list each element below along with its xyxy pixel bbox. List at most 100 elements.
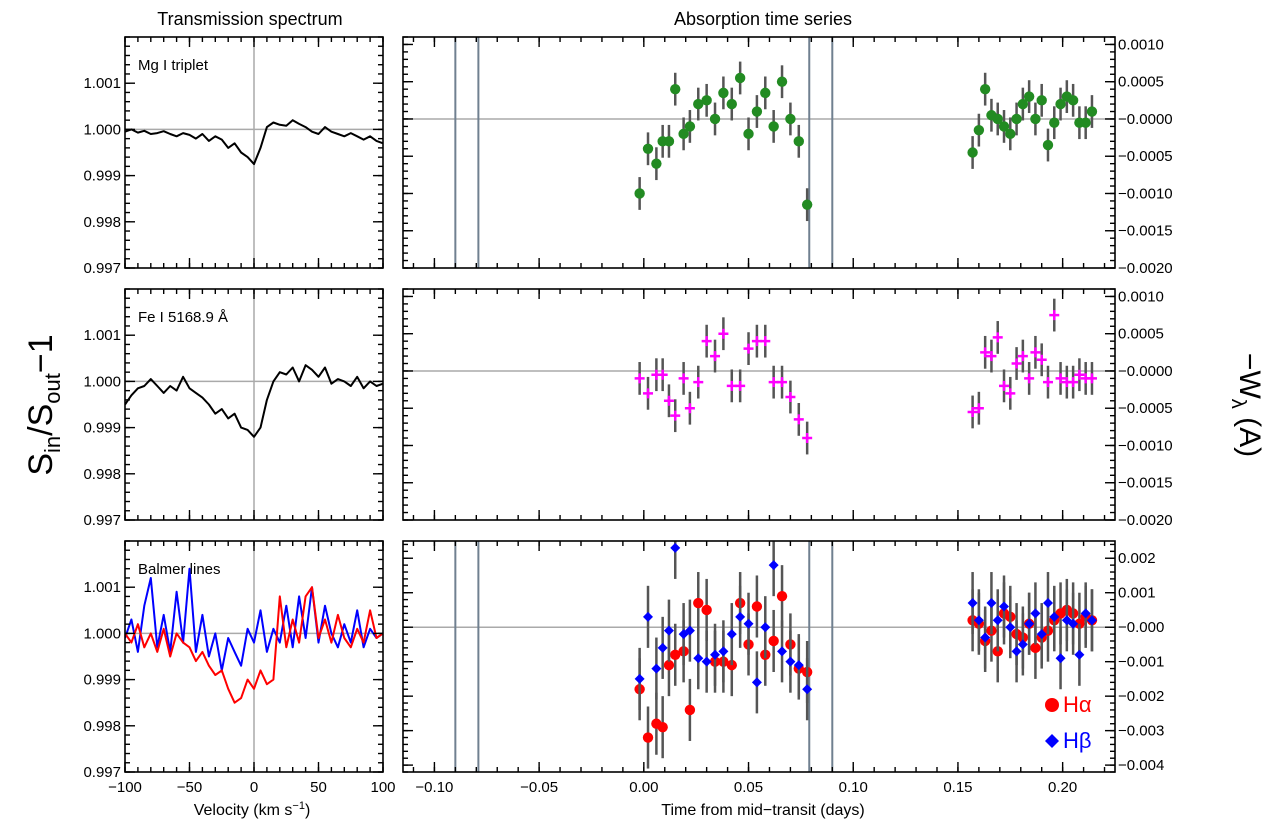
data-point (760, 87, 771, 99)
data-point (986, 598, 997, 609)
data-point (657, 721, 668, 733)
data-point (1017, 351, 1028, 362)
data-point (793, 414, 804, 425)
y-tick-label: −0.0020 (1118, 260, 1173, 277)
data-point (663, 136, 675, 147)
data-point (1042, 377, 1053, 388)
data-point (1055, 373, 1066, 384)
y-tick-label: 0.999 (83, 672, 121, 689)
data-point (663, 659, 675, 671)
x-tick-label: −0.10 (415, 779, 453, 796)
data-point (768, 377, 779, 388)
data-point (684, 704, 696, 716)
data-point (751, 336, 762, 347)
y-tick-label: 1.001 (83, 75, 121, 92)
data-point (1042, 139, 1054, 151)
data-point (670, 410, 681, 421)
data-point (1042, 598, 1053, 609)
panel-label: Mg I triplet (138, 57, 209, 74)
data-point (701, 656, 712, 667)
left-x-label-main: Velocity (km s (194, 802, 293, 819)
data-point (684, 625, 695, 636)
panel-label: Fe I 5168.9 Å (138, 309, 228, 326)
x-tick-label: −50 (177, 779, 202, 796)
y-tick-label: 1.001 (83, 579, 121, 596)
y-tick-label: 0.997 (83, 260, 121, 277)
data-point (998, 121, 1010, 132)
y-tick-label: 1.000 (83, 373, 121, 390)
data-point (718, 87, 729, 99)
y-tick-label: 0.998 (83, 718, 121, 735)
data-point (693, 98, 704, 110)
data-point (1049, 310, 1060, 321)
y-tick-label: −0.0015 (1118, 223, 1173, 240)
x-tick-label: 0.10 (839, 779, 868, 796)
data-point (1036, 629, 1047, 640)
data-point (802, 433, 813, 444)
data-point (726, 98, 737, 110)
data-point (684, 403, 695, 414)
data-point (802, 684, 813, 695)
data-point (643, 388, 654, 399)
y-tick-label: −0.0010 (1118, 185, 1173, 202)
data-point (651, 663, 662, 674)
y-tick-label: −0.004 (1118, 757, 1164, 774)
timeseries-panel-2: −0.0020 −0.0015 −0.0010 −0.0005 −0.0000 0.000… (402, 288, 1173, 529)
right-column-title: Absorption time series (674, 9, 852, 29)
panel-frame (402, 36, 1116, 269)
left-x-label-close: ) (305, 802, 310, 819)
legend-hbeta-marker (1045, 734, 1059, 748)
plot-area (403, 37, 1115, 268)
data-point (980, 347, 991, 358)
data-point (1024, 373, 1035, 384)
data-point (643, 611, 654, 622)
right-x-axis-label: Time from mid−transit (days) (661, 802, 864, 819)
data-point (967, 598, 978, 609)
data-point (1030, 642, 1041, 654)
data-point (1049, 117, 1060, 128)
data-point (967, 147, 978, 158)
legend-halpha-label: Hα (1063, 692, 1092, 717)
data-point (1005, 622, 1016, 633)
data-point (776, 76, 788, 87)
data-point (1011, 113, 1022, 125)
data-point (785, 656, 796, 667)
data-point (973, 124, 985, 136)
data-point (999, 380, 1010, 391)
data-point (1030, 608, 1041, 619)
left-y-label-sub2: out (40, 373, 65, 404)
data-point (657, 642, 668, 653)
y-tick-label: −0.0010 (1118, 437, 1173, 454)
data-point (1055, 653, 1066, 664)
spectrum-panel-3: 0.997 0.998 0.999 1.000 1.001 −100 −50 0 50 100 Ba… (83, 540, 396, 796)
y-tick-label: −0.0005 (1118, 400, 1173, 417)
data-point (701, 95, 712, 106)
data-point (684, 121, 696, 132)
x-tick-label: 0.00 (629, 779, 658, 796)
data-point (751, 677, 762, 688)
data-point (651, 158, 662, 169)
y-tick-label: −0.0015 (1118, 475, 1173, 492)
data-point (1068, 618, 1079, 629)
data-point (1036, 354, 1047, 365)
data-point (726, 629, 737, 640)
data-point (642, 732, 654, 743)
spectrum-line-1 (125, 119, 383, 166)
data-point (1017, 639, 1028, 650)
panel-label: Balmer lines (138, 561, 221, 578)
data-point (726, 380, 737, 391)
data-point (718, 646, 729, 657)
left-y-label-mid: /S (22, 404, 60, 436)
data-point (992, 615, 1003, 626)
y-tick-label: 0.0005 (1118, 74, 1164, 91)
y-tick-label: −0.0000 (1118, 111, 1173, 128)
data-point (1080, 608, 1091, 619)
legend-hbeta-label: Hβ (1063, 728, 1092, 753)
data-point (801, 199, 813, 210)
panel-frame (124, 36, 384, 269)
data-point (1074, 649, 1085, 660)
data-point (793, 136, 804, 147)
data-point (670, 83, 681, 95)
data-point (1086, 373, 1097, 384)
